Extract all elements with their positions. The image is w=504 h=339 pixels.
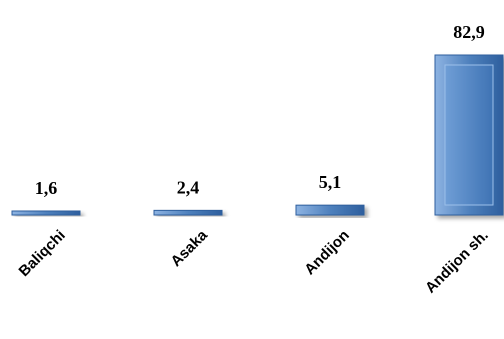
bar-asaka xyxy=(153,209,223,216)
data-label: 5,1 xyxy=(319,172,342,192)
bar-bevel xyxy=(444,64,494,206)
bars-layer xyxy=(11,54,504,216)
data-label: 2,4 xyxy=(177,177,200,197)
data-label: 82,9 xyxy=(453,22,485,42)
bar-body xyxy=(11,210,81,216)
bar-body xyxy=(153,209,223,216)
data-label: 1,6 xyxy=(35,178,58,198)
category-labels-layer: Baliqchi Asaka Andijon Andijon sh. xyxy=(16,226,492,296)
value-labels-layer: 1,6 2,4 5,1 82,9 xyxy=(35,22,485,198)
category-label: Baliqchi xyxy=(16,227,69,280)
category-label: Andijon xyxy=(301,227,352,278)
bar-andijon-sh xyxy=(434,54,504,216)
bar-andijon xyxy=(295,204,365,216)
bar-baliqchi xyxy=(11,210,81,216)
bar-body xyxy=(295,204,365,216)
category-label: Asaka xyxy=(168,226,212,270)
category-label: Andijon sh. xyxy=(422,227,492,297)
